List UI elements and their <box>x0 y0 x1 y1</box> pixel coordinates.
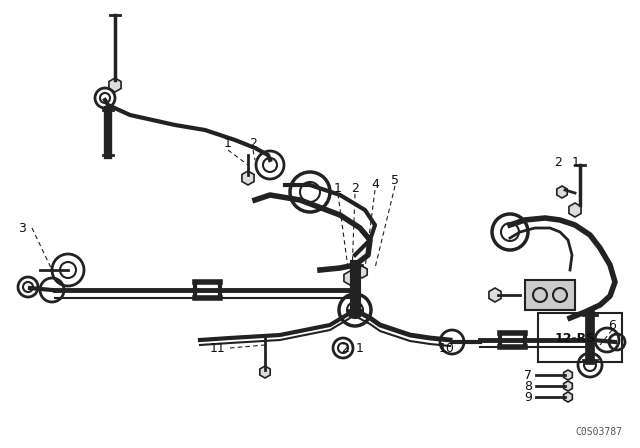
Polygon shape <box>564 392 572 402</box>
Text: 9: 9 <box>524 391 532 404</box>
Text: 2: 2 <box>554 155 562 168</box>
Text: C0S03787: C0S03787 <box>575 427 622 437</box>
Text: 2: 2 <box>351 181 359 194</box>
FancyBboxPatch shape <box>538 313 622 362</box>
Polygon shape <box>260 366 270 378</box>
Text: 11: 11 <box>210 341 226 354</box>
Polygon shape <box>109 78 121 92</box>
Text: 2: 2 <box>249 137 257 150</box>
Polygon shape <box>525 280 575 310</box>
Text: 5: 5 <box>391 173 399 186</box>
Text: 2: 2 <box>341 341 349 354</box>
Polygon shape <box>344 271 356 285</box>
Polygon shape <box>564 370 572 380</box>
Polygon shape <box>489 288 501 302</box>
Polygon shape <box>242 171 254 185</box>
Text: 1: 1 <box>572 155 580 168</box>
Text: 1: 1 <box>224 137 232 150</box>
Polygon shape <box>557 186 567 198</box>
Text: 8: 8 <box>524 379 532 392</box>
Polygon shape <box>564 381 572 391</box>
Polygon shape <box>357 266 367 278</box>
Text: 1: 1 <box>334 181 342 194</box>
Text: 4: 4 <box>371 177 379 190</box>
Text: 10: 10 <box>439 341 455 354</box>
Text: 1: 1 <box>356 341 364 354</box>
Text: 12-RS: 12-RS <box>555 332 596 345</box>
Text: 3: 3 <box>18 221 26 234</box>
Polygon shape <box>569 203 581 217</box>
Text: 6: 6 <box>608 319 616 332</box>
Text: 7: 7 <box>524 369 532 382</box>
